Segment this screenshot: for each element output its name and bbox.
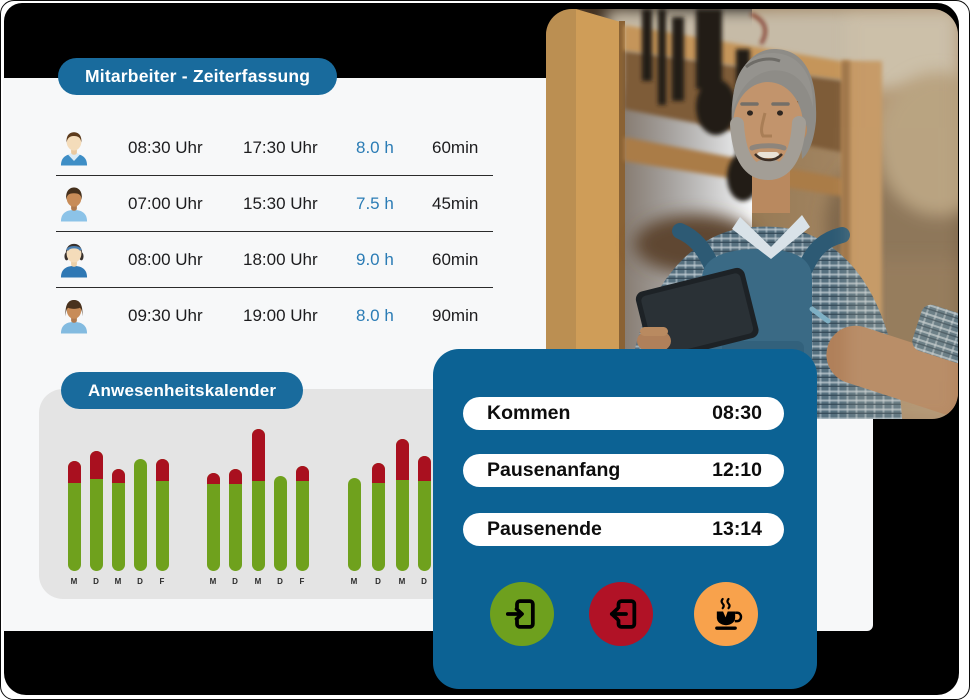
employee-avatar	[60, 132, 88, 166]
attendance-bar	[417, 456, 431, 571]
weekday-label: D	[421, 577, 427, 586]
end-time: 15:30 Uhr	[243, 193, 318, 213]
entry-label: Pausenende	[487, 518, 602, 540]
worked-hours: 8.0 h	[356, 137, 394, 157]
attendance-bar	[395, 439, 409, 571]
worked-hours: 9.0 h	[356, 249, 394, 269]
weekday-label: D	[375, 577, 381, 586]
timesheet-table: 08:30 Uhr 17:30 Uhr 8.0 h 60min 07:00 Uh…	[56, 120, 493, 343]
logout-icon	[609, 599, 637, 629]
entry-time: 08:30	[712, 402, 762, 424]
end-time: 17:30 Uhr	[243, 137, 318, 157]
break-start-entry: Pausenanfang 12:10	[463, 454, 784, 487]
employee-avatar	[60, 300, 88, 334]
weekday-label: F	[299, 577, 305, 586]
weekday-label: F	[159, 577, 165, 586]
timesheet-row: 08:00 Uhr 18:00 Uhr 9.0 h 60min	[56, 232, 493, 288]
break-duration: 60min	[432, 249, 479, 269]
attendance-title-pill: Anwesenheitskalender	[61, 372, 304, 409]
login-icon	[505, 599, 535, 629]
entry-time: 12:10	[712, 459, 762, 481]
attendance-bar	[228, 469, 242, 571]
weekday-label: D	[232, 577, 238, 586]
clock-out-button[interactable]	[589, 582, 653, 646]
attendance-title: Anwesenheitskalender	[88, 380, 277, 400]
break-button[interactable]	[694, 582, 758, 646]
timesheet-title: Mitarbeiter - Zeiterfassung	[85, 66, 311, 86]
weekday-label: M	[70, 577, 78, 586]
attendance-bar	[295, 466, 309, 571]
break-duration: 45min	[432, 193, 479, 213]
timesheet-row: 09:30 Uhr 19:00 Uhr 8.0 h 90min	[56, 288, 493, 343]
attendance-bar	[206, 473, 220, 571]
start-time: 08:30 Uhr	[128, 137, 203, 157]
weekday-label: D	[277, 577, 283, 586]
timesheet-row: 08:30 Uhr 17:30 Uhr 8.0 h 60min	[56, 120, 493, 176]
attendance-bar	[89, 451, 103, 571]
employee-avatar	[60, 187, 88, 222]
attendance-bar	[273, 476, 287, 571]
entry-label: Kommen	[487, 402, 571, 424]
attendance-bar	[111, 469, 125, 571]
break-end-entry: Pausenende 13:14	[463, 513, 784, 546]
attendance-bar	[133, 459, 147, 571]
start-time: 09:30 Uhr	[128, 305, 203, 325]
weekday-label: M	[350, 577, 358, 586]
worked-hours: 7.5 h	[356, 193, 394, 213]
attendance-bar	[155, 459, 169, 571]
end-time: 18:00 Uhr	[243, 249, 318, 269]
entry-label: Pausenanfang	[487, 459, 621, 481]
attendance-bar	[67, 461, 81, 571]
entry-time: 13:14	[712, 518, 762, 540]
weekday-label: M	[254, 577, 262, 586]
break-duration: 90min	[432, 305, 479, 325]
worked-hours: 8.0 h	[356, 305, 394, 325]
attendance-bar	[251, 429, 265, 571]
weekday-label: M	[398, 577, 406, 586]
timesheet-title-pill: Mitarbeiter - Zeiterfassung	[58, 58, 338, 95]
weekday-label: M	[209, 577, 217, 586]
weekday-label: M	[114, 577, 122, 586]
start-time: 08:00 Uhr	[128, 249, 203, 269]
end-time: 19:00 Uhr	[243, 305, 318, 325]
clock-in-button[interactable]	[490, 582, 554, 646]
clock-in-entry: Kommen 08:30	[463, 397, 784, 430]
coffee-icon	[715, 597, 743, 630]
attendance-bar	[371, 463, 385, 571]
start-time: 07:00 Uhr	[128, 193, 203, 213]
employee-avatar	[60, 243, 88, 278]
attendance-bar	[347, 478, 361, 571]
weekday-label: D	[137, 577, 143, 586]
break-duration: 60min	[432, 137, 479, 157]
terminal-panel: Kommen 08:30 Pausenanfang 12:10 Pausenen…	[433, 349, 817, 689]
weekday-label: D	[93, 577, 99, 586]
timesheet-row: 07:00 Uhr 15:30 Uhr 7.5 h 45min	[56, 176, 493, 232]
